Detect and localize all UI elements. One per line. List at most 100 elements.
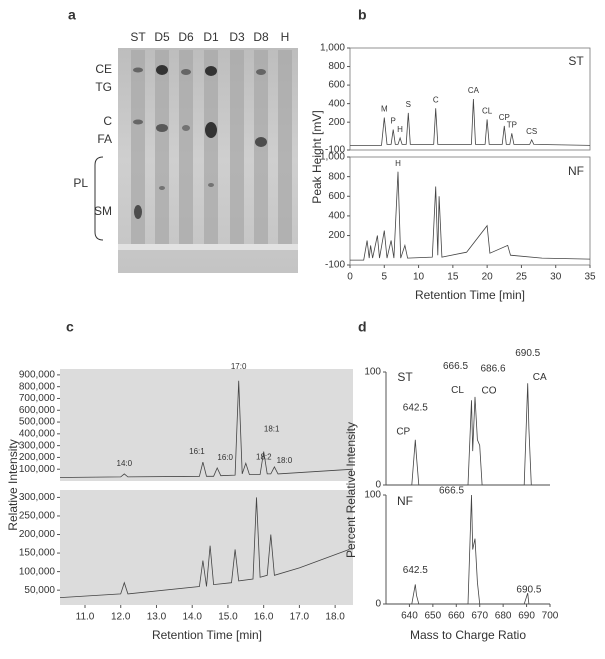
- trace-label: NF: [397, 494, 413, 508]
- x-tick-label: 0: [347, 272, 353, 283]
- plot-frame: [349, 156, 591, 266]
- panel-letter: d: [358, 319, 367, 335]
- tlc-plate: [94, 48, 298, 273]
- x-tick-label: 30: [550, 272, 562, 283]
- band-label: C: [103, 114, 112, 128]
- x-tick-label: 17.0: [290, 612, 310, 623]
- peak-label: TP: [507, 120, 517, 129]
- x-axis-label: Mass to Charge Ratio: [410, 628, 526, 642]
- x-tick-label: 640: [401, 611, 418, 622]
- trace-label: ST: [568, 54, 584, 68]
- band-label: CE: [95, 62, 112, 76]
- peak-label: 666.5: [443, 361, 468, 372]
- y-tick-label: 700,000: [19, 393, 56, 404]
- x-tick-label: 15.0: [218, 612, 238, 623]
- y-axis-label: Percent Relative Intensity: [344, 422, 358, 558]
- y-tick-label: 800: [328, 171, 345, 182]
- x-tick-label: 680: [495, 611, 512, 622]
- spots: [133, 65, 267, 219]
- peak-label: C: [433, 95, 439, 104]
- x-axis-label: Retention Time [min]: [152, 628, 262, 642]
- y-tick-label: 400,000: [19, 428, 56, 439]
- peak-label: CA: [468, 86, 480, 95]
- plot-background: [60, 490, 353, 605]
- band-label: SM: [94, 204, 112, 218]
- y-tick-label: 600: [328, 80, 345, 91]
- x-axis-label: Retention Time [min]: [415, 288, 525, 302]
- x-tick-label: 35: [584, 272, 596, 283]
- x-tick-label: 10: [413, 272, 425, 283]
- lane-label: D6: [178, 30, 194, 44]
- y-axis-label: Peak Height [mV]: [310, 110, 324, 203]
- y-tick-label: 600: [328, 191, 345, 202]
- peak-label: 18:2: [256, 452, 272, 461]
- x-tick-label: 16.0: [254, 612, 274, 623]
- peak-label: H: [397, 125, 403, 134]
- peak-label: M: [381, 105, 388, 114]
- x-tick-label: 18.0: [325, 612, 345, 623]
- y-tick-label: 150,000: [19, 548, 56, 559]
- peak-label: H: [395, 159, 401, 168]
- y-tick-label: 800,000: [19, 381, 56, 392]
- peak-label: CO: [482, 386, 497, 397]
- y-tick-label: 400: [328, 98, 345, 109]
- y-tick-label: 1,000: [320, 152, 345, 163]
- y-tick-label: 800: [328, 61, 345, 72]
- band-label: TG: [95, 80, 112, 94]
- peak-label: 18:0: [277, 456, 293, 465]
- lane-label: D3: [229, 30, 245, 44]
- lane-streaks: [131, 50, 292, 250]
- lane-label: D5: [154, 30, 170, 44]
- peak-label: CP: [499, 113, 510, 122]
- lane-label: H: [281, 30, 290, 44]
- x-tick-label: 20: [482, 272, 494, 283]
- x-tick-label: 670: [471, 611, 488, 622]
- y-tick-label: 300,000: [19, 492, 56, 503]
- peak-label: 686.6: [481, 364, 506, 375]
- peak-label: 17:0: [231, 362, 247, 371]
- peak-label: CP: [396, 426, 410, 437]
- peak-label: CS: [526, 127, 537, 136]
- plot-background: [60, 369, 353, 481]
- peak-label: 690.5: [516, 585, 541, 596]
- y-tick-label: 300,000: [19, 440, 56, 451]
- lane-label: ST: [130, 30, 146, 44]
- group-label: PL: [73, 176, 88, 190]
- peak-label: 642.5: [403, 402, 428, 413]
- peak-label: 16:1: [189, 447, 205, 456]
- y-tick-label: 250,000: [19, 511, 56, 522]
- y-tick-label: 500,000: [19, 417, 56, 428]
- y-tick-label: 100,000: [19, 464, 56, 475]
- peak-label: 690.5: [515, 348, 540, 359]
- peak-label: CL: [451, 385, 464, 396]
- y-tick-label: 900,000: [19, 370, 56, 381]
- y-tick-label: 100: [364, 490, 381, 501]
- peak-label: CA: [533, 372, 547, 383]
- x-tick-label: 660: [448, 611, 465, 622]
- peak-label: 18:1: [264, 425, 280, 434]
- x-tick-label: 12.0: [111, 612, 131, 623]
- peak-label: 14:0: [117, 459, 133, 468]
- x-tick-label: 700: [542, 611, 559, 622]
- x-tick-label: 25: [516, 272, 528, 283]
- trace-label: NF: [568, 164, 584, 178]
- peak-label: P: [391, 117, 396, 126]
- trace: [59, 497, 350, 598]
- panel-letter: a: [68, 7, 76, 23]
- y-tick-label: 200: [328, 230, 345, 241]
- y-tick-label: -100: [325, 145, 345, 156]
- trace: [386, 383, 550, 486]
- lane-label: D8: [253, 30, 269, 44]
- y-tick-label: 200: [328, 117, 345, 128]
- x-tick-label: 11.0: [76, 612, 95, 623]
- y-tick-label: 0: [375, 480, 381, 491]
- x-tick-label: 13.0: [147, 612, 167, 623]
- y-tick-label: 200,000: [19, 452, 56, 463]
- x-tick-label: 650: [425, 611, 442, 622]
- y-tick-label: 600,000: [19, 405, 56, 416]
- y-tick-label: 100: [364, 367, 381, 378]
- y-tick-label: 1,000: [320, 43, 345, 54]
- trace-label: ST: [397, 370, 413, 384]
- trace: [350, 98, 591, 146]
